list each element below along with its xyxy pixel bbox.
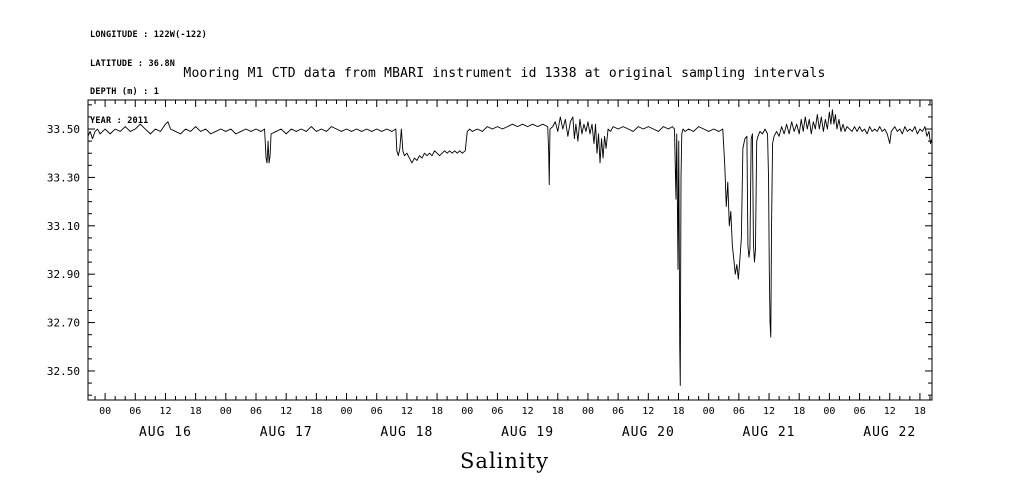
x-tick-label: 12 [522,406,534,417]
x-tick-label: 12 [884,406,896,417]
chart-frame [87,99,933,401]
y-tick-label: 33.50 [47,123,80,136]
metadata-depth: DEPTH (m) : 1 [90,87,160,97]
x-tick-label: 12 [280,406,292,417]
chart-title: Mooring M1 CTD data from MBARI instrumen… [183,66,826,81]
x-tick-label: 06 [854,406,866,417]
y-tick-label: 32.70 [47,317,80,330]
day-label: AUG 16 [139,425,192,440]
x-tick-label: 00 [703,406,715,417]
x-tick-label: 12 [763,406,775,417]
day-label: AUG 19 [501,425,554,440]
x-tick-label: 18 [552,406,564,417]
x-tick-label: 18 [190,406,202,417]
x-axis-caption: Salinity [460,449,549,473]
x-tick-label: 06 [612,406,624,417]
x-tick-label: 18 [310,406,322,417]
metadata-longitude: LONGITUDE : 122W(-122) [90,30,207,40]
day-label: AUG 18 [380,425,433,440]
x-tick-label: 00 [823,406,835,417]
x-tick-label: 06 [250,406,262,417]
day-label: AUG 22 [863,425,916,440]
metadata-latitude: LATITUDE : 36.8N [90,58,176,69]
x-tick-label: 00 [341,406,353,417]
x-tick-label: 06 [733,406,745,417]
y-tick-label: 32.50 [47,365,80,378]
day-label: AUG 21 [743,425,796,440]
day-label: AUG 17 [260,425,313,440]
x-tick-label: 06 [129,406,141,417]
x-tick-label: 00 [461,406,473,417]
series-line [87,109,933,386]
metadata-year: YEAR : 2011 [90,115,149,126]
y-tick-label: 33.30 [47,171,80,184]
x-tick-label: 00 [582,406,594,417]
x-tick-label: 18 [672,406,684,417]
x-tick-label: 18 [431,406,443,417]
x-tick-label: 12 [642,406,654,417]
day-label: AUG 20 [622,425,675,440]
metadata-block: LONGITUDE : 122W(-122) LATITUDE : 36.8N … [90,12,207,145]
x-tick-label: 18 [914,406,926,417]
x-tick-label: 00 [99,406,111,417]
x-tick-label: 00 [220,406,232,417]
y-tick-label: 33.10 [47,220,80,233]
x-tick-label: 12 [401,406,413,417]
x-tick-label: 18 [793,406,805,417]
x-tick-label: 06 [371,406,383,417]
x-tick-label: 06 [491,406,503,417]
x-tick-label: 12 [159,406,171,417]
y-tick-label: 32.90 [47,268,80,281]
